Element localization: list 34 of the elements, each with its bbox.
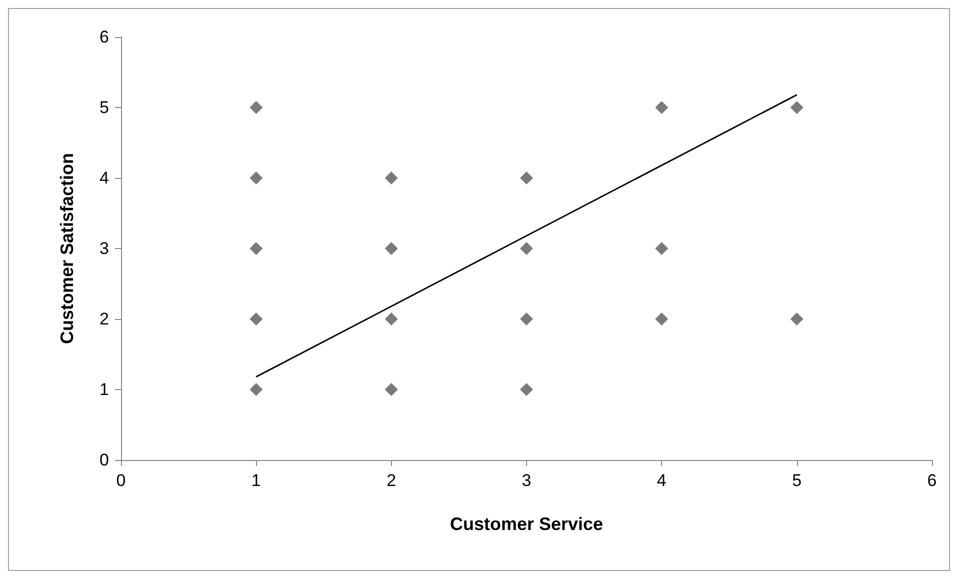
y-axis-title: Customer Satisfaction [57,152,77,344]
point [384,242,398,255]
x-tick-label: 3 [522,471,532,490]
x-axis-title: Customer Service [450,514,604,534]
x-tick-label: 0 [116,471,126,490]
x-tick-label: 2 [386,471,396,490]
x-tick-label: 1 [251,471,261,490]
point [655,242,668,255]
y-tick-label: 4 [100,168,109,188]
x-tick-label: 5 [792,471,802,490]
y-tick-label: 5 [100,98,109,117]
point [520,242,533,255]
point [384,383,398,396]
y-tick-label: 2 [100,310,109,328]
y-tick-label: 3 [100,239,109,258]
point [520,172,533,184]
point [790,312,804,326]
y-tick-label: 6 [100,28,109,46]
point [655,312,668,326]
point [790,101,804,114]
y-tick-label: 0 [100,450,109,470]
x-tick-label: 6 [927,471,937,490]
y-tick-label: 1 [100,380,109,399]
point [250,172,263,184]
point [384,312,398,326]
point [384,172,398,184]
point [250,312,263,326]
point [520,383,533,396]
point [520,312,533,326]
point [250,101,263,114]
point [250,383,263,396]
x-tick-label: 4 [656,471,666,490]
point [655,101,668,114]
point [250,242,263,255]
